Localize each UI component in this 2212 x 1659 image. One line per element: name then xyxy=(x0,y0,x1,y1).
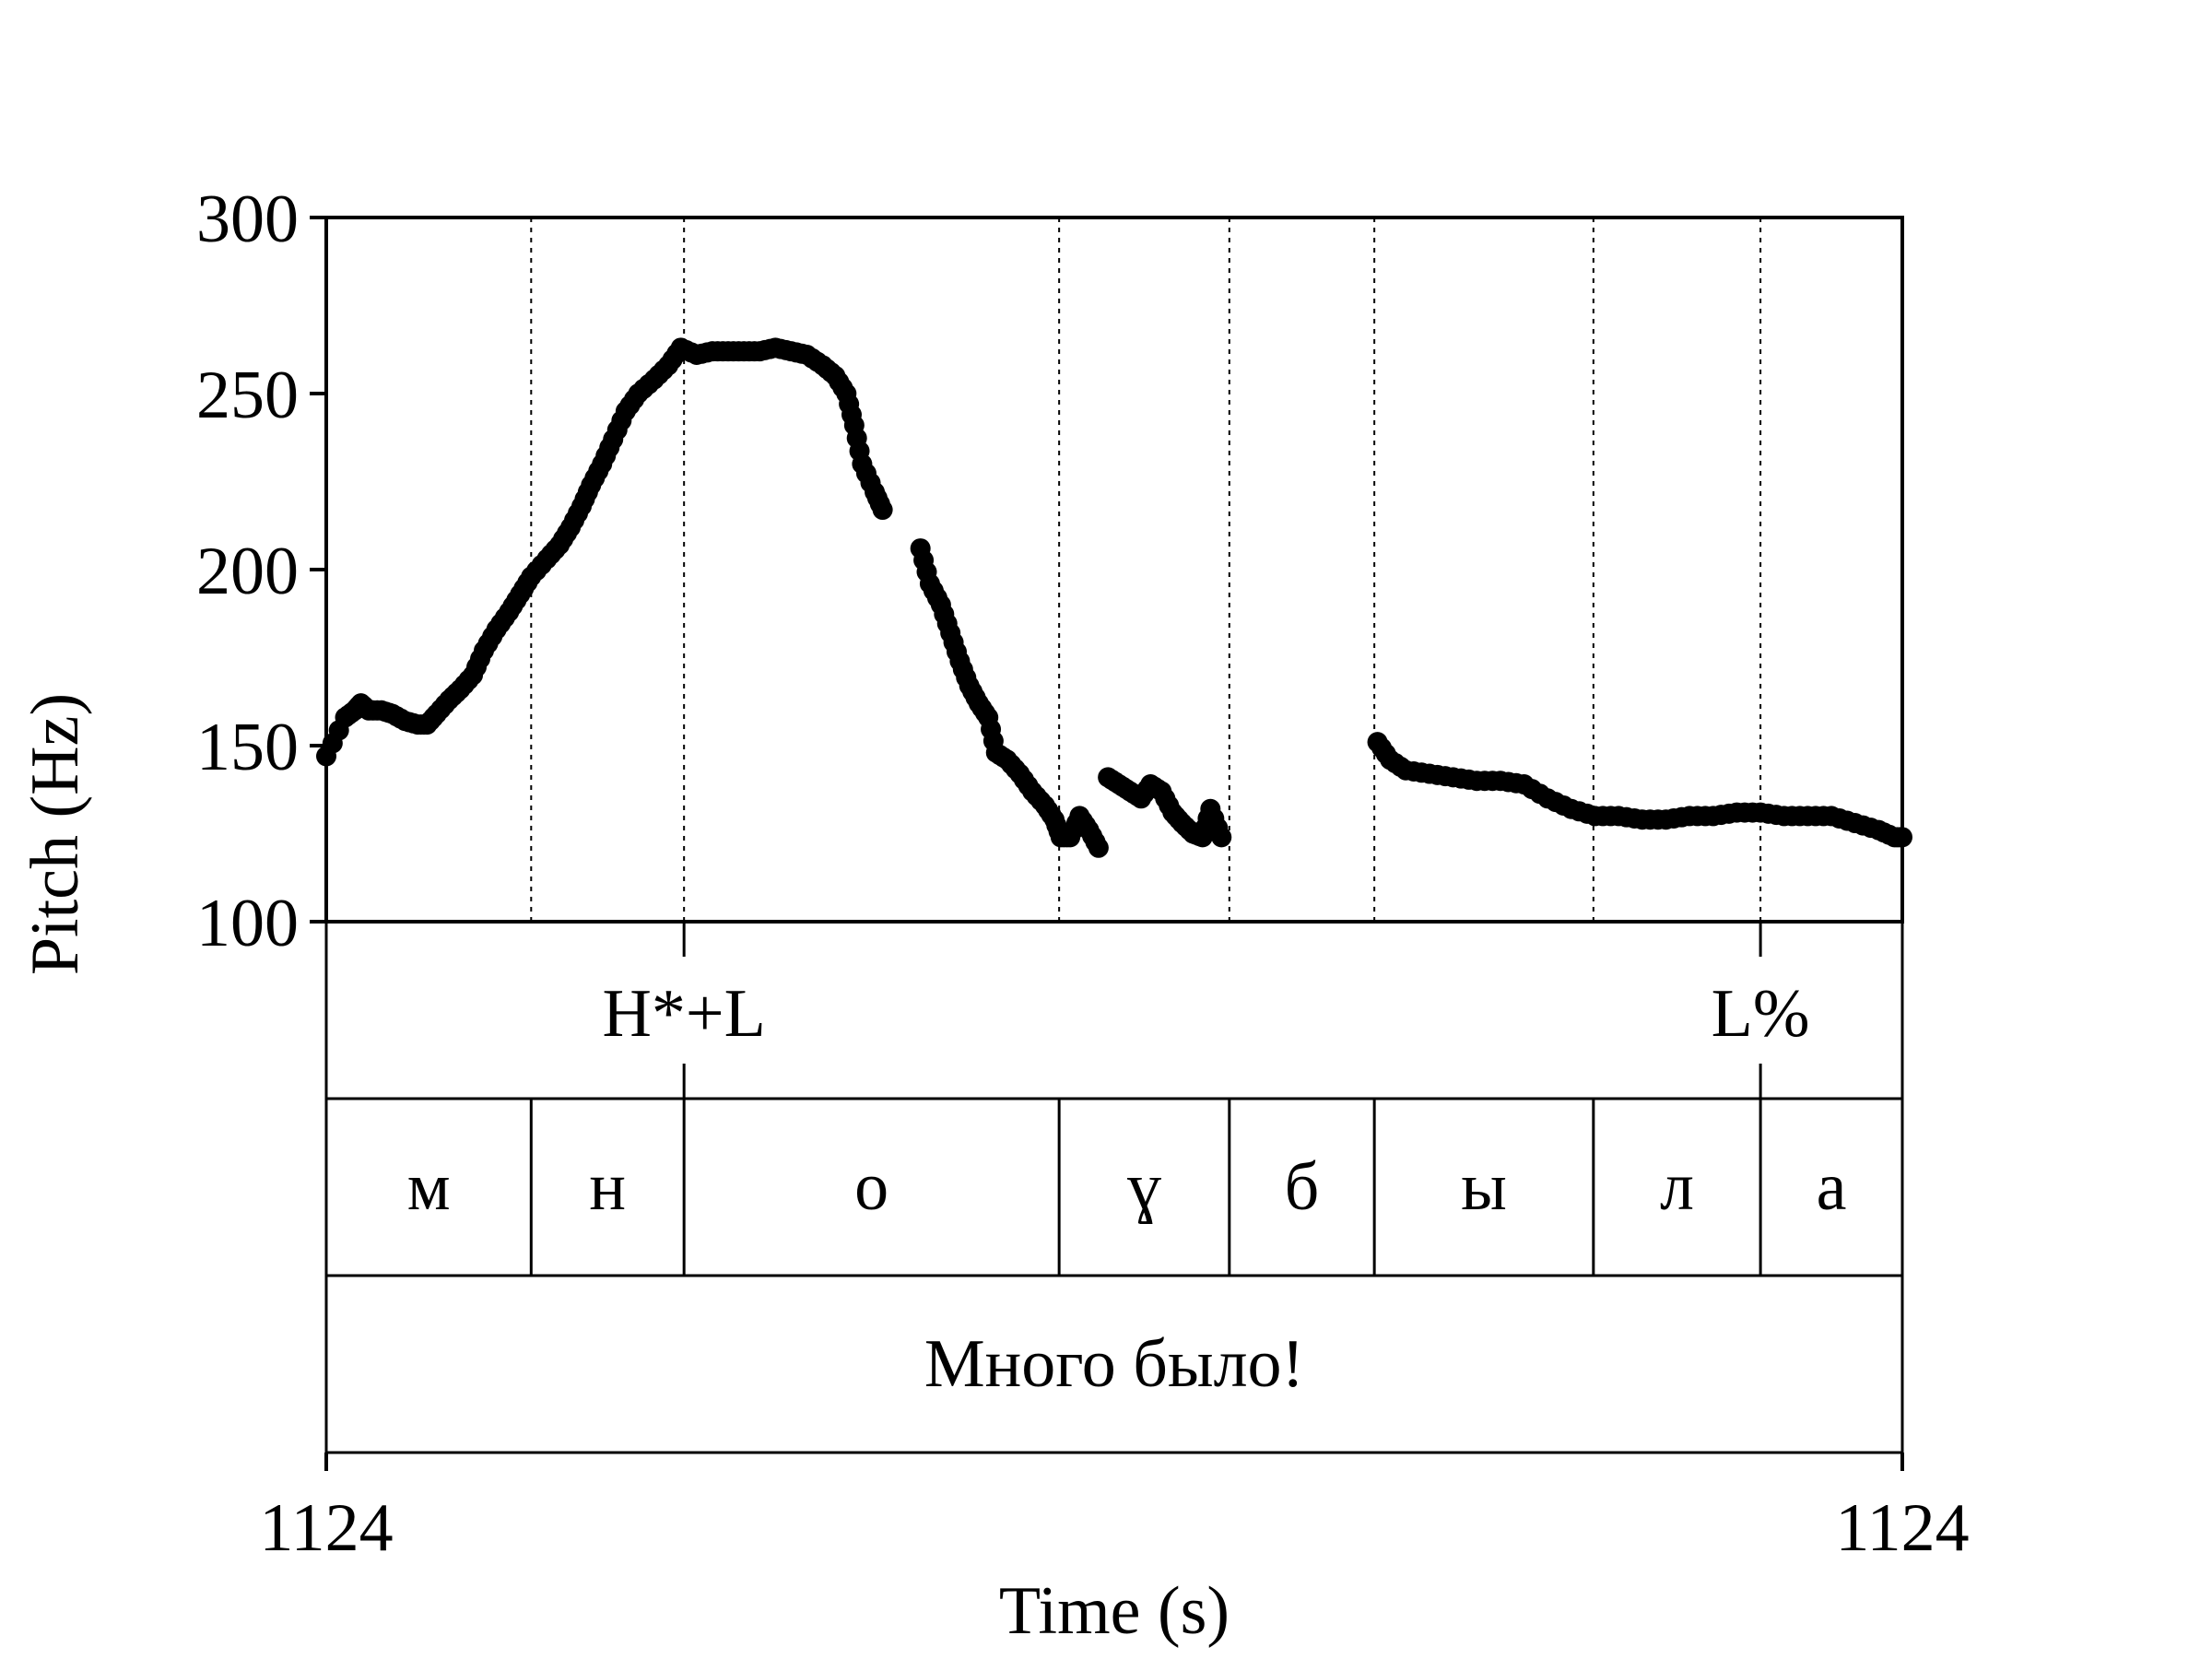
segment-label: б xyxy=(1285,1149,1320,1225)
x-tick-label-left: 1124 xyxy=(259,1490,393,1566)
y-tick-label-200: 200 xyxy=(196,534,299,609)
pitch-point xyxy=(832,377,853,398)
pitch-point xyxy=(1458,769,1479,790)
pitch-point xyxy=(1889,827,1911,848)
pitch-point xyxy=(947,641,967,663)
pitch-point xyxy=(860,472,881,493)
x-axis-title: Time (s) xyxy=(999,1573,1230,1649)
pitch-point xyxy=(916,561,937,582)
pitch-point xyxy=(1742,802,1763,823)
tone-tier: H*+L L% xyxy=(602,922,1810,1099)
tone-tier-frame xyxy=(324,920,1904,1100)
utterance-tier-frame xyxy=(324,1274,1904,1454)
tone-label: L% xyxy=(1712,976,1810,1052)
segment-label: л xyxy=(1660,1149,1694,1225)
y-tick-label-150: 150 xyxy=(196,710,299,785)
x-axis: 1124 1124 xyxy=(259,1453,1970,1566)
tone-label: H*+L xyxy=(602,976,765,1052)
pitch-point xyxy=(1482,771,1503,792)
pitch-point xyxy=(328,720,349,741)
segment-label: а xyxy=(1817,1149,1847,1225)
pitch-point xyxy=(611,410,632,431)
y-tick-label-300: 300 xyxy=(196,182,299,257)
pitch-point xyxy=(470,648,491,669)
pitch-point xyxy=(841,404,862,425)
pitch-point xyxy=(1085,831,1106,853)
pitch-point xyxy=(1766,805,1787,826)
pitch-point xyxy=(1671,806,1692,828)
pitch-point xyxy=(599,437,620,458)
pitch-point xyxy=(1647,809,1668,830)
y-axis-title: Pitch (Hz) xyxy=(18,693,93,975)
pitch-point xyxy=(974,702,995,724)
pitch-point xyxy=(1207,818,1229,839)
pitch-point xyxy=(1837,810,1858,831)
pitch-point xyxy=(1789,806,1810,827)
y-axis: 300 250 200 150 100 xyxy=(196,182,326,961)
pitch-point xyxy=(1624,807,1645,829)
pitch-point xyxy=(1411,762,1432,783)
y-tick-label-100: 100 xyxy=(196,886,299,961)
segment-boundaries xyxy=(529,218,1762,1276)
pitch-point xyxy=(1435,766,1456,787)
pitch-point xyxy=(849,441,870,462)
segment-label: м xyxy=(407,1149,451,1225)
pitch-points xyxy=(316,337,1912,858)
pitch-point xyxy=(926,587,947,608)
segment-label: о xyxy=(854,1149,888,1225)
pitch-point xyxy=(1577,803,1597,824)
pitch-point xyxy=(869,493,890,514)
pitch-point xyxy=(1553,794,1574,816)
pitch-point xyxy=(1718,803,1739,824)
pitch-point xyxy=(1600,806,1621,827)
y-tick-label-250: 250 xyxy=(196,358,299,433)
segment-label: ɣ xyxy=(1127,1149,1161,1225)
pitch-point xyxy=(1529,783,1550,805)
pitch-point xyxy=(1506,772,1527,794)
x-tick-label-right: 1124 xyxy=(1835,1490,1969,1566)
pitch-point xyxy=(1813,806,1834,827)
utterance-label: Много было! xyxy=(924,1326,1304,1402)
segment-label: ы xyxy=(1461,1149,1507,1225)
pitch-point xyxy=(588,461,609,482)
segment-label: н xyxy=(589,1149,626,1225)
pitch-point xyxy=(1695,806,1716,827)
pitch-point xyxy=(936,613,958,634)
